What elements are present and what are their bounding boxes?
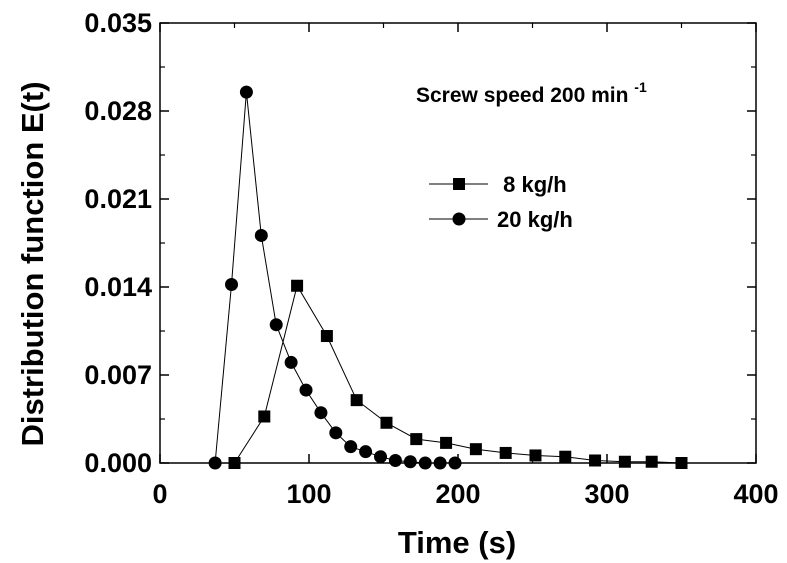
- data-point-8-kg-h: [380, 416, 393, 429]
- y-tick-label: 0.014: [84, 272, 152, 302]
- screw-speed-annotation: Screw speed 200 min -1: [416, 79, 647, 107]
- data-point-20-kg-h: [403, 455, 417, 469]
- data-point-8-kg-h: [258, 410, 271, 423]
- series-layer: [208, 85, 688, 470]
- data-point-8-kg-h: [618, 455, 631, 468]
- data-point-20-kg-h: [269, 318, 283, 332]
- y-tick-label: 0.000: [84, 448, 152, 478]
- data-point-20-kg-h: [314, 406, 328, 420]
- x-tick-label: 400: [733, 479, 778, 509]
- x-axis: 0 100 200 300 400: [152, 23, 779, 509]
- legend-item-8-kg-h: 8 kg/h: [429, 172, 567, 197]
- x-axis-title: Time (s): [398, 525, 516, 560]
- data-point-20-kg-h: [254, 228, 268, 242]
- data-point-20-kg-h: [284, 355, 298, 369]
- data-point-8-kg-h: [645, 455, 658, 468]
- y-tick-label: 0.035: [84, 8, 152, 38]
- data-point-8-kg-h: [589, 454, 602, 467]
- data-point-8-kg-h: [410, 433, 423, 446]
- data-point-20-kg-h: [344, 440, 358, 454]
- data-point-8-kg-h: [499, 446, 512, 459]
- legend-item-20-kg-h: 20 kg/h: [429, 207, 573, 232]
- data-point-20-kg-h: [388, 453, 402, 467]
- data-point-20-kg-h: [225, 277, 239, 291]
- series-line-8-kg-h: [234, 284, 682, 464]
- legend-marker-square: [453, 178, 465, 190]
- annotation-superscript: -1: [634, 79, 647, 95]
- data-point-8-kg-h: [529, 449, 542, 462]
- y-tick-label: 0.021: [84, 184, 152, 214]
- data-point-20-kg-h: [329, 426, 343, 440]
- series-20-kg-h: [208, 85, 462, 470]
- data-point-20-kg-h: [299, 383, 313, 397]
- y-axis: 0.000 0.007 0.014 0.021 0.028 0.035: [84, 8, 756, 478]
- legend-label: 8 kg/h: [497, 172, 567, 197]
- data-point-8-kg-h: [320, 330, 333, 343]
- x-tick-label: 200: [435, 479, 480, 509]
- x-tick-label: 300: [584, 479, 629, 509]
- data-point-20-kg-h: [374, 450, 388, 464]
- data-point-20-kg-h: [239, 85, 253, 99]
- legend-marker-circle: [452, 212, 466, 226]
- data-point-8-kg-h: [350, 394, 363, 407]
- data-point-20-kg-h: [448, 456, 462, 470]
- data-point-20-kg-h: [359, 445, 373, 459]
- data-point-20-kg-h: [418, 456, 432, 470]
- legend-label: 20 kg/h: [497, 207, 573, 232]
- annotation-main-text: Screw speed 200 min: [416, 84, 628, 107]
- data-point-8-kg-h: [440, 436, 453, 449]
- legend: 8 kg/h 20 kg/h: [429, 172, 573, 232]
- data-point-8-kg-h: [559, 450, 572, 463]
- series-line-20-kg-h: [214, 92, 455, 464]
- y-tick-label: 0.028: [84, 96, 152, 126]
- data-point-8-kg-h: [228, 457, 241, 469]
- y-tick-label: 0.007: [84, 360, 152, 390]
- x-tick-label: 0: [152, 479, 167, 509]
- x-tick-label: 100: [286, 479, 331, 509]
- data-point-20-kg-h: [433, 456, 447, 470]
- series-8-kg-h: [228, 279, 688, 469]
- y-axis-title: Distribution function E(t): [15, 81, 50, 446]
- data-point-8-kg-h: [675, 457, 688, 469]
- data-point-8-kg-h: [469, 443, 482, 456]
- data-point-20-kg-h: [208, 456, 222, 470]
- data-point-8-kg-h: [291, 279, 304, 292]
